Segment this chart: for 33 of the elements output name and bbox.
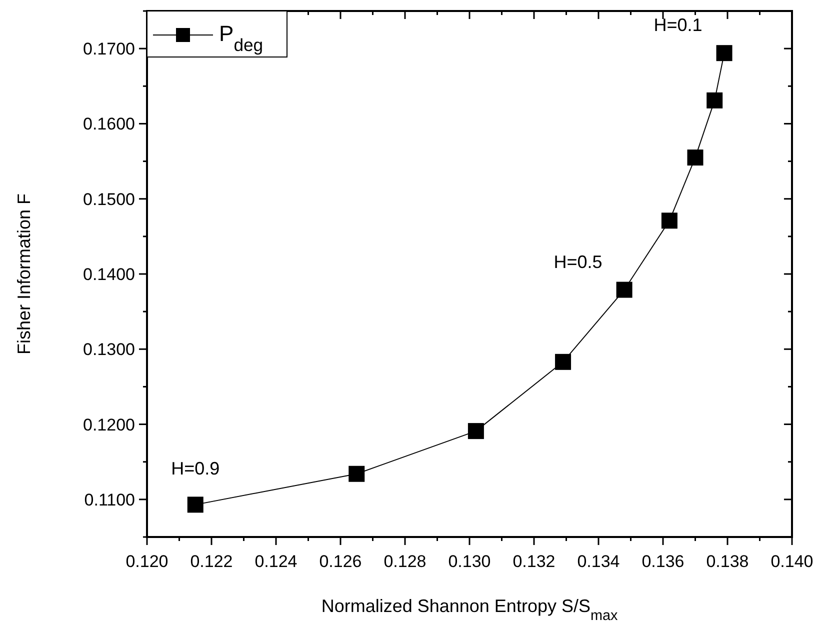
legend-label: P$_{deg}$: [219, 21, 264, 55]
annotation: H=0.5: [554, 252, 602, 272]
annotation: H=0.9: [171, 458, 220, 479]
point: [468, 423, 484, 440]
annotation: H=0.1: [654, 15, 702, 36]
y-tick-label: 0.1600: [83, 114, 135, 134]
y-tick-label: 0.1400: [83, 265, 135, 284]
x-axis-title: Normalized Shannon Entropy S/S$_{max}$: [321, 596, 618, 624]
x-tick-label: 0.124: [254, 552, 298, 571]
x-tick-label: 0.140: [770, 552, 814, 571]
x-tick-label: 0.136: [642, 552, 684, 571]
x-tick-label: 0.138: [706, 552, 749, 571]
x-tick-label: 0.134: [577, 552, 620, 571]
point: [187, 496, 204, 513]
x-tick-label: 0.126: [319, 552, 362, 571]
y-tick-label: 0.1500: [83, 190, 135, 209]
point: [555, 354, 572, 370]
point: [687, 150, 704, 166]
y-tick-label: 0.1700: [83, 40, 135, 59]
y-tick-label: 0.1300: [83, 340, 135, 360]
x-tick-label: 0.122: [190, 552, 233, 571]
x-tick-label: 0.128: [384, 552, 426, 571]
y-axis-title: Fisher Information F: [14, 193, 34, 355]
point: [716, 45, 732, 62]
point: [616, 282, 632, 298]
x-tick-label: 0.132: [512, 552, 556, 571]
x-tick-label: 0.130: [448, 552, 491, 571]
y-tick-label: 0.1100: [84, 490, 135, 510]
y-tick-label: 0.1200: [83, 415, 135, 434]
point: [661, 212, 678, 229]
x-tick-label: 0.120: [126, 552, 168, 571]
point: [348, 466, 365, 482]
point: [706, 92, 723, 108]
